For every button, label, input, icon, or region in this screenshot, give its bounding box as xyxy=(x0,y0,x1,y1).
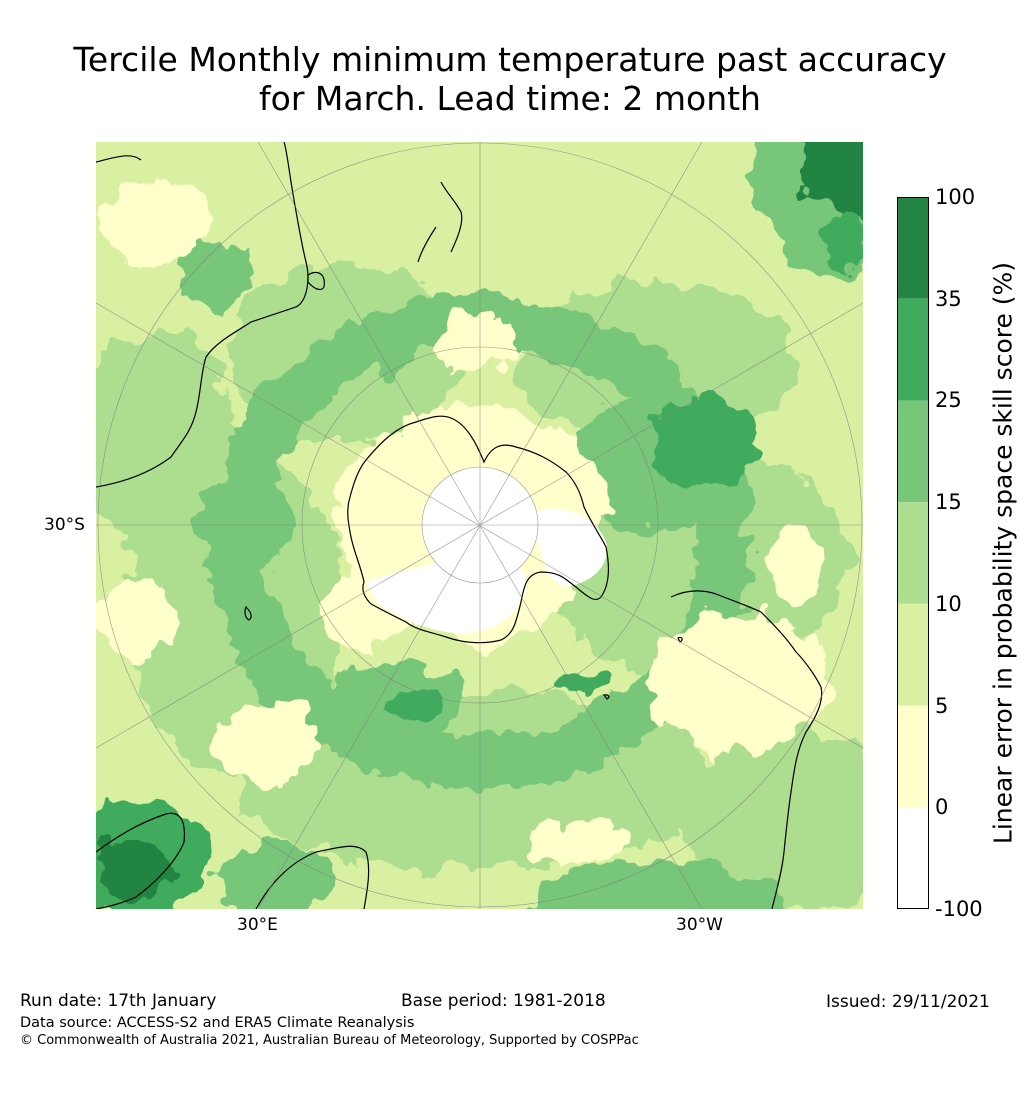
base-period: Base period: 1981-2018 xyxy=(401,991,606,1011)
colorbar-bin xyxy=(897,603,929,706)
colorbar-tick-label: 10 xyxy=(935,591,962,616)
colorbar-tick-label: 25 xyxy=(935,388,962,413)
colorbar-bin xyxy=(897,400,929,503)
colorbar-frame xyxy=(897,197,929,909)
colorbar-label: Linear error in probability space skill … xyxy=(988,261,1018,845)
colorbar-bin xyxy=(897,298,929,401)
colorbar-tick-label: 100 xyxy=(935,185,976,209)
copyright: © Commonwealth of Australia 2021, Austra… xyxy=(20,1033,639,1048)
colorbar-tick-label: 15 xyxy=(935,490,962,515)
colorbar-tick-label: 5 xyxy=(935,693,949,718)
run-date: Run date: 17th January xyxy=(20,991,217,1011)
colorbar-tick-label: -100 xyxy=(935,897,983,921)
data-source: Data source: ACCESS-S2 and ERA5 Climate … xyxy=(20,1015,415,1031)
lon-label-30e: 30°E xyxy=(237,915,278,935)
lat-label-30s: 30°S xyxy=(44,515,85,535)
colorbar xyxy=(897,197,929,909)
chart-title-line1: Tercile Monthly minimum temperature past… xyxy=(73,40,947,79)
chart-title-line2: for March. Lead time: 2 month xyxy=(259,79,761,118)
skill-score-map xyxy=(96,142,863,909)
colorbar-tick-label: 0 xyxy=(935,795,949,820)
colorbar-tick-label: 35 xyxy=(935,286,962,311)
colorbar-bin xyxy=(897,502,929,604)
issued-date: Issued: 29/11/2021 xyxy=(826,992,990,1012)
colorbar-bin xyxy=(897,807,929,909)
colorbar-bin xyxy=(897,197,929,299)
lon-label-30w: 30°W xyxy=(676,915,723,935)
colorbar-bin xyxy=(897,705,929,808)
